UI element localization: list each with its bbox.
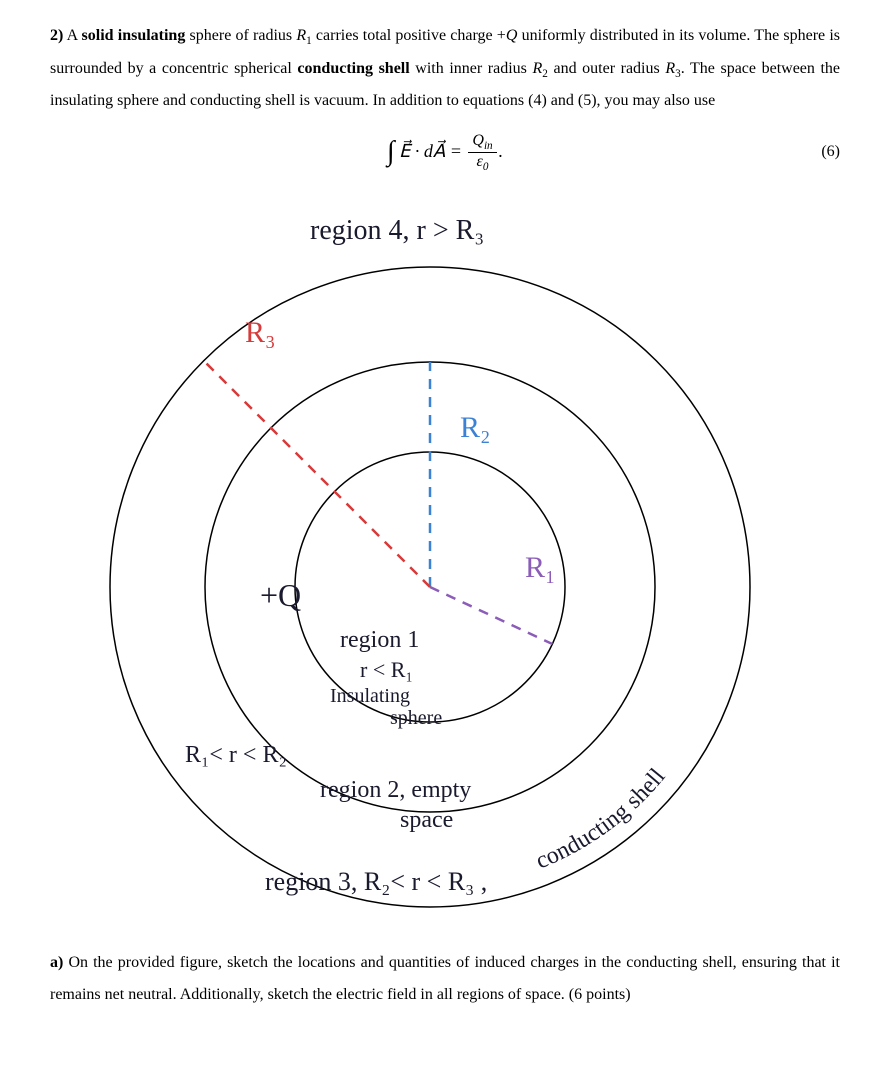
annotation-R1_inner_line3: Insulating <box>330 685 410 708</box>
annotation-region2a: region 2, empty <box>320 777 471 804</box>
sphere-diagram: R₁R₂R₃ conducting shell region 4, r > R₃… <box>50 187 840 927</box>
annotation-R1_inner_line4: sphere <box>390 707 442 730</box>
problem-statement: 2) A solid insulating sphere of radius R… <box>50 20 840 117</box>
annotation-R1_inner_line1: region 1 <box>340 627 419 654</box>
annotation-r1r2: R₁< r < R₂ <box>185 742 287 769</box>
part-a-label: a) <box>50 954 63 971</box>
annotation-region4: region 4, r > R₃ <box>310 215 484 247</box>
radius-line-r3 <box>204 361 430 587</box>
part-a: a) On the provided figure, sketch the lo… <box>50 947 840 1011</box>
annotation-plusQ: +Q <box>260 577 301 614</box>
equation-body: ∫ E⃗ · dA⃗ = Qinε0. <box>387 132 503 173</box>
annotation-region3: region 3, R₂< r < R₃ , <box>265 867 487 897</box>
radius-label-r3: R₃ <box>245 316 275 349</box>
part-a-text: On the provided figure, sketch the locat… <box>50 954 840 1003</box>
problem-number: 2) <box>50 27 63 44</box>
equation-6: ∫ E⃗ · dA⃗ = Qinε0. (6) <box>50 127 840 177</box>
radius-label-r2: R₂ <box>460 411 490 444</box>
radius-label-r1: R₁ <box>525 551 555 584</box>
annotation-region2b: space <box>400 807 453 834</box>
equation-number: (6) <box>821 143 840 161</box>
annotation-R1_inner_line2: r < R₁ <box>360 657 413 683</box>
radius-line-r1 <box>430 587 552 644</box>
